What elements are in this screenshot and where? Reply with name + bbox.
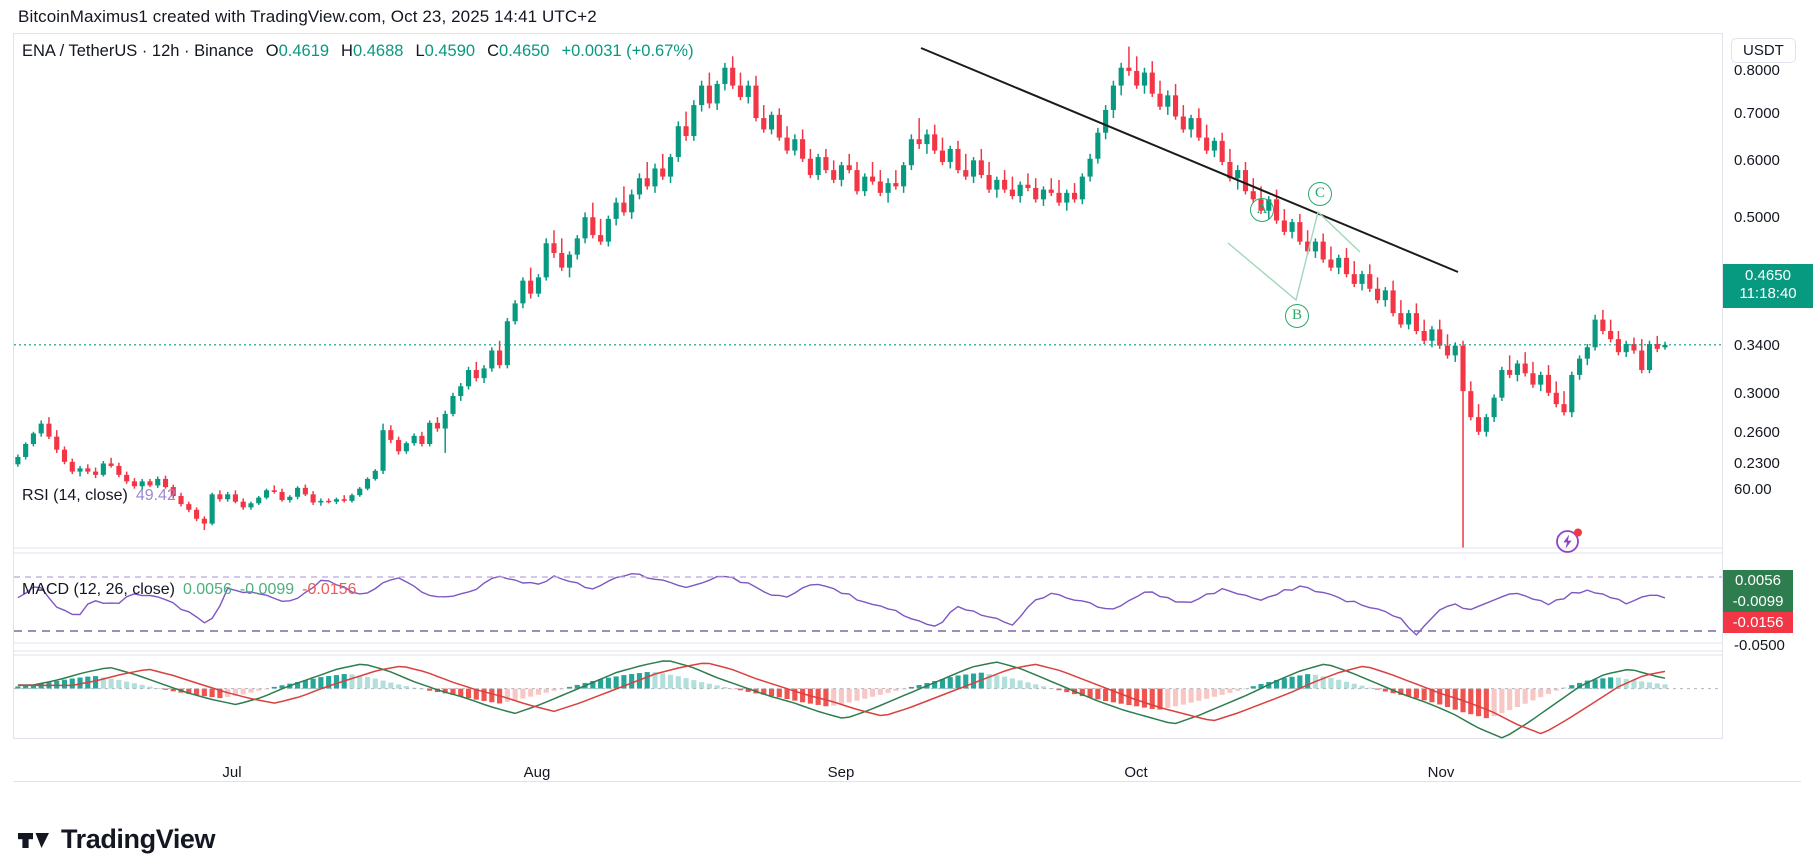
lightning-bolt-icon[interactable] xyxy=(1554,525,1584,555)
legend-close-key: C xyxy=(487,42,500,60)
legend-low-key: L xyxy=(415,42,425,60)
macd-pane-title[interactable]: MACD (12, 26, close) 0.0056 -0.0099 -0.0156 xyxy=(22,581,356,599)
price-tick-2: 0.6000 xyxy=(1734,152,1780,169)
wave-label-c[interactable]: C xyxy=(1308,182,1332,206)
macd-macd-tag: 0.0056 xyxy=(1723,570,1793,591)
chart-legend[interactable]: ENA / TetherUS · 12h · Binance O0.4619 H0.… xyxy=(22,42,694,61)
chart-frame xyxy=(13,33,1801,739)
legend-high-value: 0.4688 xyxy=(352,42,404,60)
price-tick-5: 0.3400 xyxy=(1734,337,1780,354)
time-label-oct: Oct xyxy=(1124,764,1148,781)
macd-title-signal-value: -0.0099 xyxy=(239,581,295,598)
rsi-title-label: RSI (14, close) xyxy=(22,487,128,504)
macd-signal-tag: -0.0099 xyxy=(1723,591,1793,612)
currency-chip[interactable]: USDT xyxy=(1731,38,1796,63)
rsi-pane-title[interactable]: RSI (14, close) 49.42 xyxy=(22,487,176,505)
time-label-sep: Sep xyxy=(827,764,855,781)
price-tick-3: 0.5000 xyxy=(1734,209,1780,226)
rsi-upper-tick: 60.00 xyxy=(1734,481,1772,498)
legend-symbol: ENA / TetherUS · 12h · Binance xyxy=(22,42,254,60)
price-tick-8: 0.2300 xyxy=(1734,455,1780,472)
rsi-title-value: 49.42 xyxy=(135,487,176,504)
bar-countdown: 11:18:40 xyxy=(1739,285,1797,303)
legend-close-value: 0.4650 xyxy=(499,42,550,60)
price-tick-7: 0.2600 xyxy=(1734,424,1780,441)
legend-low-value: 0.4590 xyxy=(424,42,476,60)
last-price-tag: 0.4650 11:18:40 xyxy=(1723,264,1813,308)
time-label-nov: Nov xyxy=(1427,764,1455,781)
macd-title-label: MACD (12, 26, close) xyxy=(22,581,175,598)
legend-open-key: O xyxy=(265,42,279,60)
tradingview-footer: TradingView xyxy=(18,824,216,855)
wave-label-b[interactable]: B xyxy=(1285,304,1309,328)
tradingview-wordmark: TradingView xyxy=(61,824,216,854)
macd-title-macd-value: 0.0056 xyxy=(182,581,232,598)
tradingview-logo-icon xyxy=(18,828,52,852)
time-label-aug: Aug xyxy=(523,764,551,781)
macd-axis-tick: -0.0500 xyxy=(1734,637,1785,654)
legend-open-value: 0.4619 xyxy=(278,42,330,60)
last-price-value: 0.4650 xyxy=(1745,267,1791,284)
macd-title-hist-value: -0.0156 xyxy=(302,581,357,598)
legend-change: +0.0031 (+0.67%) xyxy=(561,42,694,60)
price-tick-1: 0.7000 xyxy=(1734,105,1780,122)
time-axis[interactable] xyxy=(13,740,1801,782)
legend-high-key: H xyxy=(341,42,353,60)
price-tick-6: 0.3000 xyxy=(1734,385,1780,402)
macd-hist-tag: -0.0156 xyxy=(1723,612,1793,633)
time-label-jul: Jul xyxy=(222,764,242,781)
price-tick-0: 0.8000 xyxy=(1734,62,1780,79)
attribution-text: BitcoinMaximus1 created with TradingView… xyxy=(18,7,597,26)
wave-label-a[interactable]: A xyxy=(1250,198,1274,222)
